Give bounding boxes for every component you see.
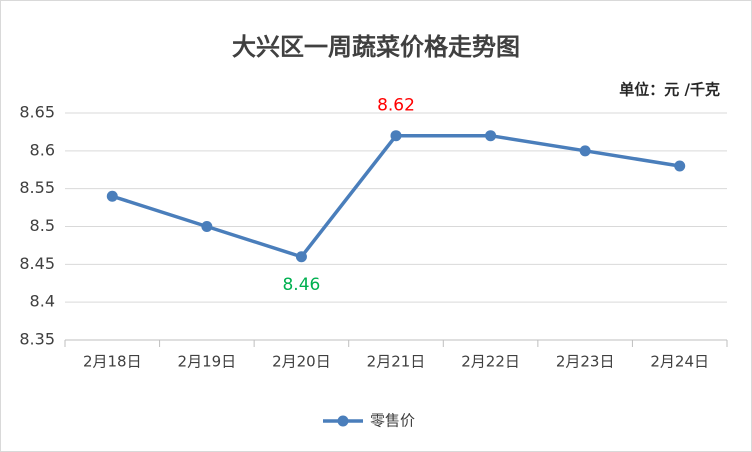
y-tick-label: 8.6 <box>30 140 55 159</box>
data-label: 8.62 <box>377 96 415 116</box>
point-marker <box>295 251 307 263</box>
x-tick-label: 2月23日 <box>556 353 615 371</box>
point-marker <box>485 130 497 142</box>
x-tick-label: 2月18日 <box>83 353 142 371</box>
point-marker <box>106 190 118 202</box>
chart-title: 大兴区一周蔬菜价格走势图 <box>232 33 520 61</box>
x-tick-label: 2月24日 <box>650 353 709 371</box>
y-tick-label: 8.5 <box>30 216 55 235</box>
data-label: 8.46 <box>282 275 320 295</box>
point-marker <box>674 160 686 172</box>
point-marker <box>579 145 591 157</box>
x-tick-label: 2月22日 <box>461 353 520 371</box>
y-tick-label: 8.45 <box>19 254 55 273</box>
point-marker <box>390 130 402 142</box>
point-marker <box>201 221 213 232</box>
x-tick-label: 2月20日 <box>272 353 331 371</box>
unit-annotation: 单位：元 /千克 <box>619 81 720 99</box>
legend-label: 零售价 <box>370 412 415 430</box>
y-tick-label: 8.4 <box>30 292 55 311</box>
y-tick-label: 8.65 <box>19 103 55 122</box>
y-tick-label: 8.35 <box>19 330 55 349</box>
y-tick-label: 8.55 <box>19 178 55 197</box>
legend-marker <box>337 415 349 427</box>
x-tick-label: 2月19日 <box>178 353 237 371</box>
x-tick-label: 2月21日 <box>367 353 426 371</box>
